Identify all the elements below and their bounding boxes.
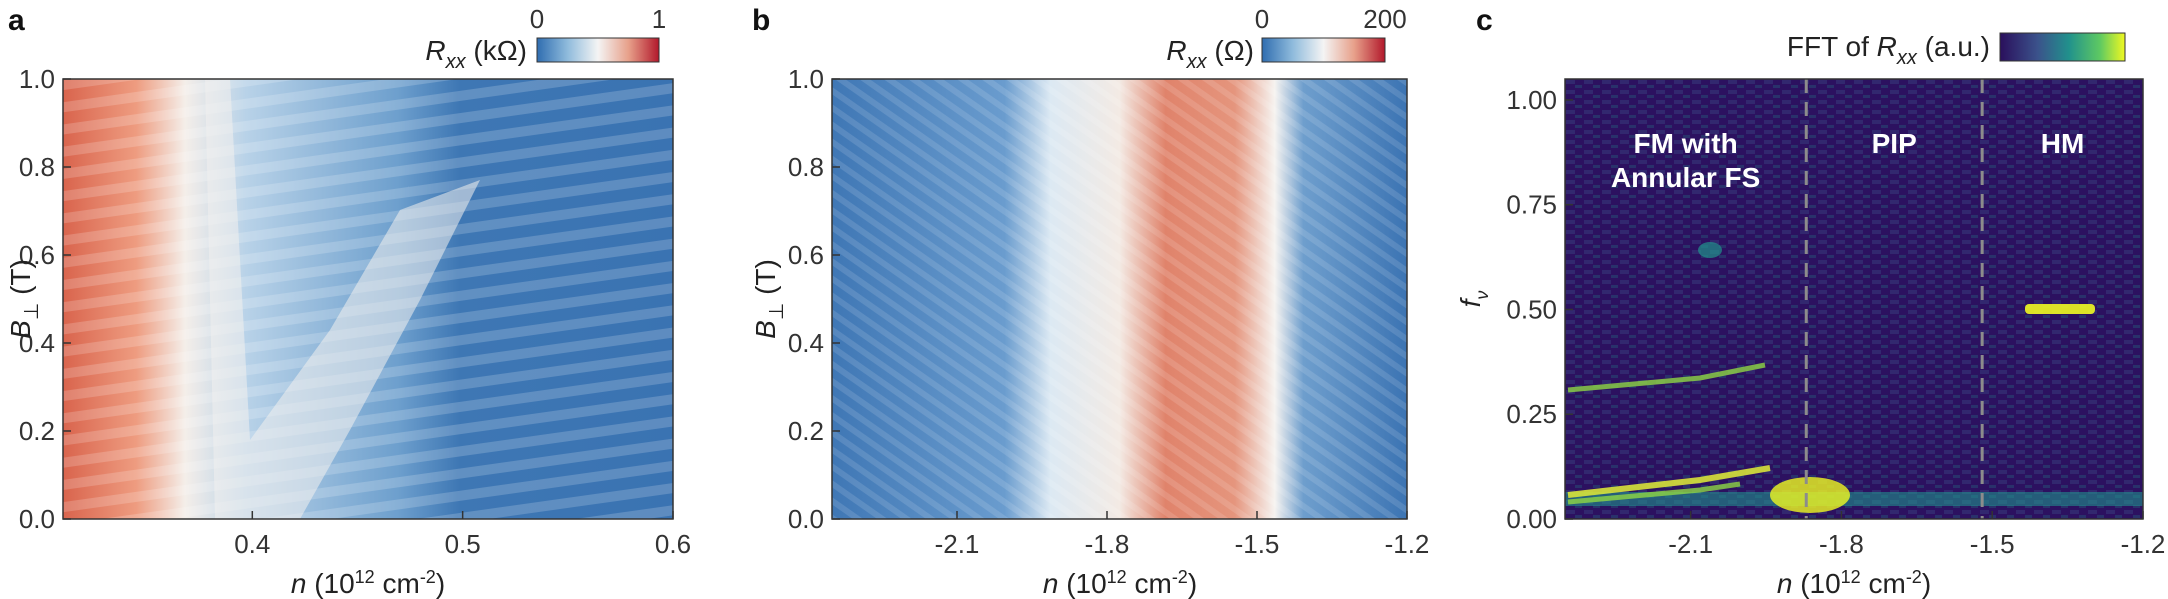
- region-label: PIP: [1872, 128, 1917, 159]
- panel-label-c: c: [1476, 4, 1493, 37]
- y-tick-label: 0.75: [1506, 190, 1557, 220]
- panel-label-b: b: [752, 4, 770, 37]
- y-tick-label: 0.0: [788, 504, 824, 534]
- y-tick-label: 0.25: [1506, 399, 1557, 429]
- colorbar-b-max: 200: [1363, 4, 1406, 34]
- y-tick-label: 0.50: [1506, 294, 1557, 324]
- y-tick-label: 1.00: [1506, 85, 1557, 115]
- fm-peak-c: [1698, 242, 1722, 258]
- y-tick-label: 1.0: [19, 64, 55, 94]
- plot-frame-c: [1564, 78, 2144, 520]
- x-tick-label: 0.5: [445, 529, 481, 559]
- x-tick-label: -1.2: [2121, 529, 2166, 559]
- x-axis-label-a: n (1012 cm-2): [291, 567, 445, 599]
- region-label: HM: [2041, 128, 2085, 159]
- x-tick-label: -1.5: [1970, 529, 2015, 559]
- fft-line-1-c: [1567, 465, 1771, 498]
- colorbar-a: [536, 37, 660, 63]
- y-tick-label: 0.00: [1506, 504, 1557, 534]
- fft-line-3-c: [1567, 362, 1766, 393]
- region-dividers-c: [1804, 79, 1984, 519]
- x-tick-label: -1.8: [1085, 529, 1130, 559]
- y-tick-label: 0.4: [788, 328, 824, 358]
- colorbar-a-max: 1: [652, 4, 666, 34]
- pip-bright-spot-c: [1770, 477, 1850, 513]
- y-tick-label: 0.8: [788, 152, 824, 182]
- y-tick-label: 0.8: [19, 152, 55, 182]
- plot-frame-b: [831, 78, 1408, 520]
- colorbar-c: [1999, 32, 2126, 62]
- y-axis-label-b: B⊥ (T): [750, 259, 788, 339]
- y-tick-label: 0.6: [788, 240, 824, 270]
- colorbar-c-label: FFT of Rxx (a.u.): [1787, 31, 1990, 69]
- axes-c: -2.1 -1.8 -1.5 -1.2 0.00 0.25 0.50 0.75 1.00: [1506, 85, 2165, 559]
- x-tick-label: -1.8: [1819, 529, 1864, 559]
- x-tick-label: 0.4: [234, 529, 270, 559]
- oscillation-texture-b: [832, 79, 1407, 519]
- colorbar-b-min: 0: [1255, 4, 1269, 34]
- fft-line-2-c: [1567, 481, 1741, 505]
- panel-label-a: a: [8, 4, 25, 37]
- panel-b: b -2.1 -1.8 -1.5 -1.2 0.0 0.2 0.4 0.6 0.8 1.0 n (…: [750, 4, 1429, 599]
- axes-a: 0.4 0.5 0.6 0.0 0.2 0.4 0.6 0.8 1.0: [19, 64, 691, 559]
- x-tick-label: -2.1: [1668, 529, 1713, 559]
- colorbar-b: [1261, 37, 1386, 63]
- y-tick-label: 0.2: [788, 416, 824, 446]
- fft-texture-c: [1565, 79, 2143, 519]
- hm-peak-c: [2025, 304, 2095, 314]
- low-frequency-band-c: [1565, 492, 2143, 506]
- region-label: FM with Annular FS: [1611, 128, 1760, 193]
- x-axis-label-c: n (1012 cm-2): [1777, 567, 1931, 599]
- x-tick-label: 0.6: [655, 529, 691, 559]
- panel-a: a 0.4 0.5 0.6 0.0 0.2 0.4 0.6 0.8 1.0 n (1012 cm…: [5, 4, 691, 599]
- colorbar-b-label: Rxx (Ω): [1166, 35, 1254, 73]
- region-labels-c: FM with Annular FS PIP HM: [1611, 128, 2084, 193]
- plot-frame-a: [62, 78, 674, 520]
- colorbar-a-label: Rxx (kΩ): [425, 35, 527, 73]
- x-tick-label: -1.2: [1385, 529, 1430, 559]
- y-tick-label: 1.0: [788, 64, 824, 94]
- axes-b: -2.1 -1.8 -1.5 -1.2 0.0 0.2 0.4 0.6 0.8 1.0: [788, 64, 1430, 559]
- y-tick-label: 0.4: [19, 328, 55, 358]
- panel-c: c -2.1 -1.8 -1.5 -1.2 0.00 0.25 0.50 0.75 1.00 F…: [1455, 4, 2165, 599]
- y-tick-label: 0.2: [19, 416, 55, 446]
- y-tick-label: 0.0: [19, 504, 55, 534]
- y-axis-label-c: fν: [1455, 291, 1492, 308]
- x-tick-label: -1.5: [1235, 529, 1280, 559]
- landau-fan-feature-a: [205, 79, 480, 519]
- x-tick-label: -2.1: [935, 529, 980, 559]
- y-axis-label-a: B⊥ (T): [5, 259, 43, 339]
- x-axis-label-b: n (1012 cm-2): [1043, 567, 1197, 599]
- y-tick-label: 0.6: [19, 240, 55, 270]
- colorbar-a-min: 0: [530, 4, 544, 34]
